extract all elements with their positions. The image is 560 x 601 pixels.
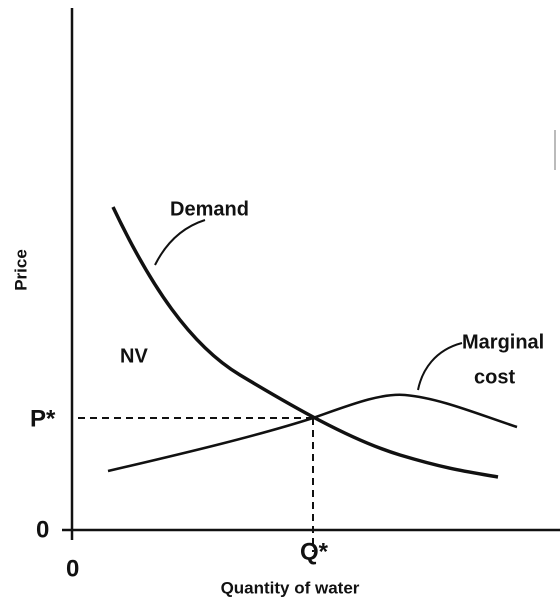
x-origin-label: 0 [66, 555, 79, 582]
demand-leader [154, 219, 206, 266]
mc-label: cost [474, 366, 515, 388]
demand-label: Demand [170, 198, 249, 220]
demand-curve [111, 206, 499, 479]
q-star-label: Q* [300, 538, 329, 565]
marginal-cost-curve [107, 393, 518, 473]
y-origin-label: 0 [36, 516, 49, 543]
mc-label: Marginal [462, 331, 544, 353]
mc-leader [417, 342, 463, 391]
x-axis-title: Quantity of water [221, 578, 360, 597]
y-axis-title: Price [11, 249, 30, 291]
p-star-label: P* [30, 405, 56, 432]
nv-label: NV [120, 345, 148, 367]
